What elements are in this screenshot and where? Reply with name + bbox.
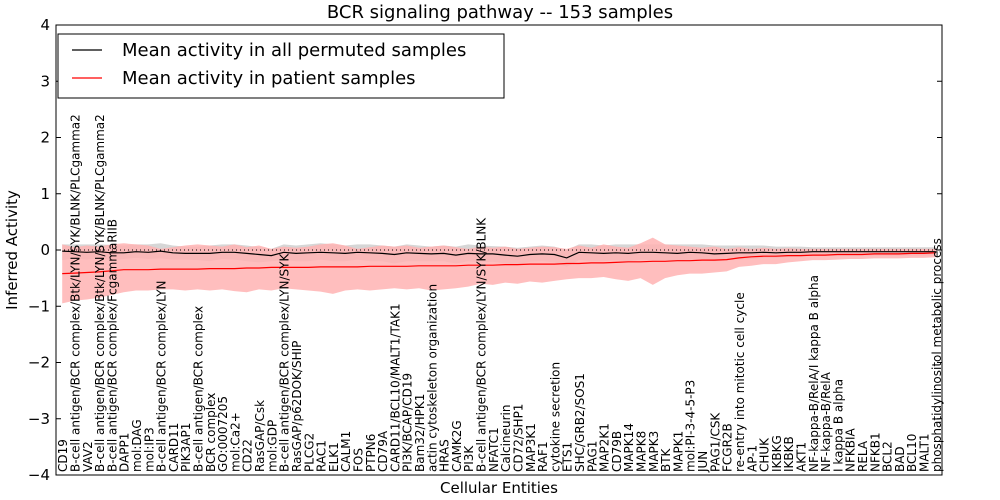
x-category-label: mol:PI-3-4-5-P3	[684, 380, 698, 472]
x-category-label: CD72/SHP1	[511, 404, 525, 472]
x-category-label: NFKB1	[868, 432, 882, 472]
y-tick-label: −3	[28, 410, 50, 428]
x-category-label: VAV2	[81, 441, 95, 472]
x-category-label: mol:GDP	[265, 420, 279, 472]
x-category-label: phosphatidylinositol metabolic process	[930, 238, 944, 472]
x-category-label: CARD11	[167, 423, 181, 472]
y-tick-label: −1	[28, 297, 50, 315]
y-tick-label: −4	[28, 466, 50, 484]
x-category-label: FCGR2B	[721, 423, 735, 472]
x-category-label: RELA	[856, 440, 870, 472]
x-category-label: B-cell antigen/BCR complex/Btk/LYN/SYK/B…	[93, 114, 107, 472]
x-category-label: RAC1	[315, 440, 329, 472]
x-category-label: re-entry into mitotic cell cycle	[733, 292, 747, 472]
x-category-label: BTK	[659, 447, 673, 472]
line-series-1	[62, 252, 936, 275]
x-category-label: B-cell antigen/BCR complex	[192, 306, 206, 472]
x-category-label: HRAS	[438, 439, 452, 472]
x-category-label: ELK1	[327, 442, 341, 472]
x-category-label: CD19	[56, 439, 70, 472]
x-category-label: FOS	[351, 448, 365, 472]
x-category-label: PAG1/CSK	[708, 412, 722, 472]
x-category-label: actin cytoskeleton organization	[425, 284, 439, 472]
x-category-label: BCL2	[881, 441, 895, 472]
x-category-label: Calcineurin	[499, 405, 513, 472]
x-category-label: MAP3K1	[524, 423, 538, 472]
x-axis-title: Cellular Entities	[440, 479, 558, 497]
x-category-label: MAPK8	[635, 431, 649, 472]
y-tick-label: 1	[40, 185, 50, 203]
y-tick-label: 0	[40, 241, 50, 259]
x-category-label: JUN	[696, 451, 710, 473]
x-category-label: B-cell antigen/BCR complex/LYN/SYK	[278, 252, 292, 472]
x-category-label: DAPP1	[118, 433, 132, 472]
x-category-label: CARD11/BCL10/MALT1/TAK1	[388, 303, 402, 472]
y-tick-label: 3	[40, 72, 50, 90]
x-category-label: CAMK2G	[450, 420, 464, 472]
x-category-label: BCR complex	[204, 393, 218, 472]
line-series-0	[62, 250, 936, 259]
x-category-label: mol:DAG	[130, 419, 144, 472]
x-category-label: NFKBIA	[844, 427, 858, 472]
x-category-label: Bam32/HPK1	[413, 394, 427, 472]
x-category-label: CD79A	[376, 430, 390, 472]
x-category-label: CHUK	[758, 437, 772, 472]
x-category-label: mol:Ca2+	[228, 412, 242, 472]
x-category-label: B-cell antigen/BCR complex/FcgammaRIIB	[105, 219, 119, 472]
legend-label-patient: Mean activity in patient samples	[122, 68, 416, 89]
y-axis-title: Inferred Activity	[3, 190, 21, 310]
legend: Mean activity in all permuted samples Me…	[57, 33, 505, 99]
x-category-label: GO:0007205	[216, 396, 230, 472]
chart-title: BCR signaling pathway -- 153 samples	[327, 2, 673, 23]
x-category-label: MAPK14	[622, 423, 636, 472]
x-category-label: RAF1	[536, 441, 550, 472]
x-category-label: PAG1	[585, 441, 599, 472]
x-category-label: MAPK3	[647, 431, 661, 472]
x-category-label: AKT1	[794, 442, 808, 472]
x-category-label: PTPN6	[364, 434, 378, 472]
x-category-label: IKBKG	[770, 435, 784, 472]
x-category-label: mol:IP3	[142, 427, 156, 472]
legend-label-permuted: Mean activity in all permuted samples	[122, 40, 466, 61]
x-category-label: RasGAP/p62DOK/SHIP	[290, 341, 304, 472]
x-category-label: CD22	[241, 439, 255, 472]
x-category-label: BCL10	[905, 434, 919, 472]
x-category-label: IKBKB	[782, 436, 796, 472]
y-tick-label: −2	[28, 354, 50, 372]
x-category-label: MALT1	[918, 433, 932, 472]
x-category-label: cytokine secretion	[548, 362, 562, 472]
confidence-bands	[62, 237, 936, 304]
legend-box	[57, 33, 505, 99]
x-category-label: ETS1	[561, 442, 575, 472]
x-category-label: MAP2K1	[598, 423, 612, 472]
y-tick-label: 2	[40, 129, 50, 147]
x-category-label: I kappa B alpha	[831, 379, 845, 472]
x-category-label: CALM1	[339, 431, 353, 472]
x-category-label: AP-1	[745, 445, 759, 472]
x-category-label: PI3K	[462, 445, 476, 472]
x-category-label: PIK3AP1	[179, 423, 193, 472]
x-category-label: SHC/GRB2/SOS1	[573, 373, 587, 472]
x-category-label: B-cell antigen/BCR complex/LYN/SYK/BLNK	[475, 217, 489, 472]
x-category-label: NF-kappa-B/RelA/I kappa B alpha	[807, 275, 821, 472]
x-category-label: CD79B	[610, 431, 624, 472]
x-category-label: B-cell antigen/BCR complex/Btk/LYN/SYK/B…	[68, 114, 82, 472]
x-category-label: PLCG2	[302, 433, 316, 472]
x-category-label: MAPK1	[671, 431, 685, 472]
x-category-label: NF-kappa-B/RelA	[819, 371, 833, 472]
x-category-label: PI3K/BCAP/CD19	[401, 373, 415, 472]
x-category-label: RasGAP/Csk	[253, 400, 267, 472]
series-lines	[62, 250, 936, 275]
x-category-label: BAD	[893, 446, 907, 472]
y-axis-ticks: −4 −3 −2 −1 0 1 2 3 4	[28, 16, 942, 484]
x-category-label: B-cell antigen/BCR complex/LYN	[155, 280, 169, 472]
x-category-label: NFATC1	[487, 427, 501, 472]
y-tick-label: 4	[40, 16, 50, 34]
